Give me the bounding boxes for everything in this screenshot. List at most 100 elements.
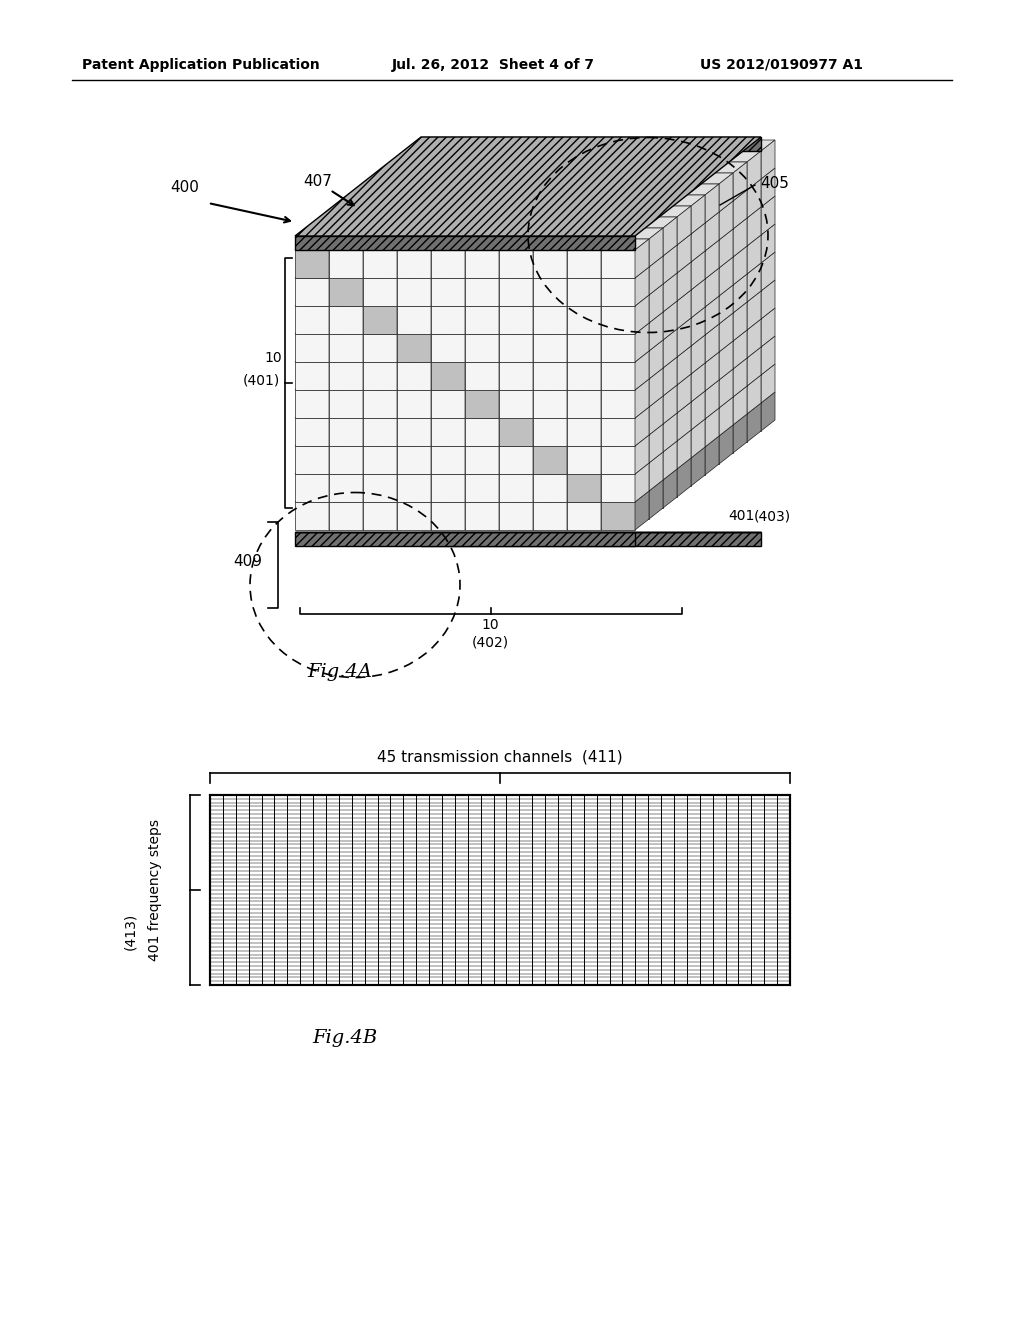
- Bar: [637, 308, 671, 335]
- Polygon shape: [495, 330, 509, 370]
- Bar: [693, 403, 727, 432]
- Bar: [337, 413, 371, 441]
- Polygon shape: [493, 413, 541, 424]
- Bar: [561, 424, 595, 451]
- Polygon shape: [541, 458, 555, 498]
- Polygon shape: [421, 224, 469, 235]
- Polygon shape: [419, 195, 433, 234]
- Polygon shape: [611, 347, 659, 358]
- Bar: [671, 251, 705, 279]
- Polygon shape: [391, 469, 406, 508]
- Polygon shape: [583, 397, 631, 408]
- Polygon shape: [591, 280, 639, 290]
- Bar: [541, 246, 575, 273]
- Polygon shape: [481, 228, 529, 240]
- Polygon shape: [659, 195, 673, 235]
- Polygon shape: [671, 296, 719, 308]
- Polygon shape: [631, 162, 679, 173]
- Polygon shape: [473, 206, 521, 216]
- Polygon shape: [475, 235, 523, 246]
- Polygon shape: [659, 392, 673, 432]
- Polygon shape: [421, 280, 469, 290]
- Polygon shape: [625, 280, 673, 290]
- Bar: [549, 436, 583, 465]
- Bar: [475, 190, 509, 218]
- Polygon shape: [473, 458, 521, 469]
- Polygon shape: [433, 213, 481, 223]
- Polygon shape: [521, 223, 569, 234]
- Polygon shape: [309, 368, 357, 379]
- Polygon shape: [643, 403, 691, 413]
- Text: 405: 405: [760, 176, 788, 190]
- Bar: [357, 284, 391, 312]
- Bar: [351, 374, 385, 403]
- Bar: [595, 396, 629, 424]
- Polygon shape: [569, 323, 583, 363]
- Bar: [501, 251, 535, 279]
- Bar: [569, 223, 603, 251]
- Bar: [597, 397, 631, 425]
- Polygon shape: [557, 224, 605, 235]
- Bar: [563, 313, 597, 341]
- Polygon shape: [413, 257, 427, 296]
- Polygon shape: [513, 480, 527, 519]
- Polygon shape: [597, 246, 611, 285]
- Polygon shape: [567, 267, 581, 306]
- Bar: [406, 441, 439, 469]
- Polygon shape: [699, 302, 713, 341]
- Polygon shape: [591, 195, 605, 235]
- Bar: [561, 284, 595, 312]
- Polygon shape: [591, 280, 605, 319]
- Polygon shape: [659, 337, 707, 347]
- Polygon shape: [337, 206, 385, 216]
- Polygon shape: [379, 313, 427, 323]
- Polygon shape: [597, 385, 645, 397]
- Polygon shape: [362, 294, 377, 334]
- Bar: [534, 334, 567, 362]
- Bar: [323, 451, 357, 480]
- Polygon shape: [595, 441, 643, 451]
- Polygon shape: [509, 347, 523, 385]
- Bar: [407, 275, 441, 302]
- Bar: [727, 319, 761, 347]
- Polygon shape: [439, 290, 487, 301]
- Polygon shape: [543, 235, 557, 275]
- Polygon shape: [459, 469, 473, 508]
- Polygon shape: [467, 268, 515, 279]
- Bar: [617, 408, 651, 436]
- Bar: [549, 183, 583, 213]
- Polygon shape: [595, 469, 643, 480]
- Bar: [493, 424, 527, 451]
- Bar: [357, 312, 391, 341]
- Polygon shape: [489, 364, 537, 375]
- Polygon shape: [595, 301, 643, 312]
- Polygon shape: [629, 469, 677, 480]
- Polygon shape: [529, 414, 543, 453]
- Polygon shape: [453, 391, 467, 430]
- Polygon shape: [481, 257, 529, 268]
- Polygon shape: [733, 218, 746, 257]
- Bar: [467, 418, 501, 447]
- Bar: [467, 279, 501, 308]
- Polygon shape: [329, 323, 343, 362]
- Polygon shape: [563, 275, 577, 313]
- Bar: [411, 491, 445, 519]
- Polygon shape: [521, 195, 569, 206]
- Polygon shape: [407, 319, 455, 330]
- Polygon shape: [501, 296, 549, 308]
- Polygon shape: [453, 251, 467, 290]
- Polygon shape: [569, 323, 617, 335]
- Polygon shape: [473, 206, 487, 246]
- Polygon shape: [461, 246, 475, 285]
- Polygon shape: [475, 290, 489, 330]
- Polygon shape: [479, 368, 493, 407]
- Bar: [513, 407, 547, 436]
- Bar: [535, 363, 569, 391]
- Polygon shape: [323, 301, 371, 312]
- Bar: [487, 234, 521, 261]
- Polygon shape: [509, 263, 523, 302]
- Polygon shape: [351, 308, 399, 318]
- Polygon shape: [501, 436, 515, 475]
- Polygon shape: [685, 228, 699, 268]
- Bar: [507, 469, 541, 498]
